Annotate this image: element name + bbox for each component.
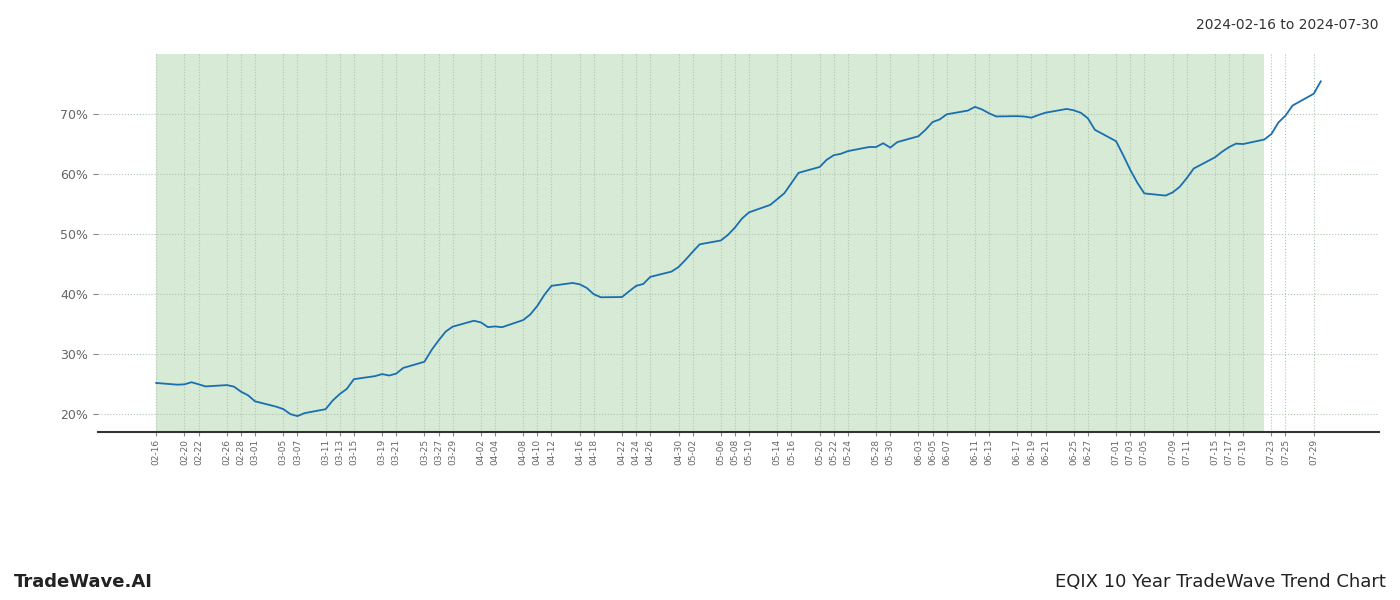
Text: EQIX 10 Year TradeWave Trend Chart: EQIX 10 Year TradeWave Trend Chart [1056,573,1386,591]
Text: TradeWave.AI: TradeWave.AI [14,573,153,591]
Text: 2024-02-16 to 2024-07-30: 2024-02-16 to 2024-07-30 [1197,18,1379,32]
Bar [157,54,1264,432]
